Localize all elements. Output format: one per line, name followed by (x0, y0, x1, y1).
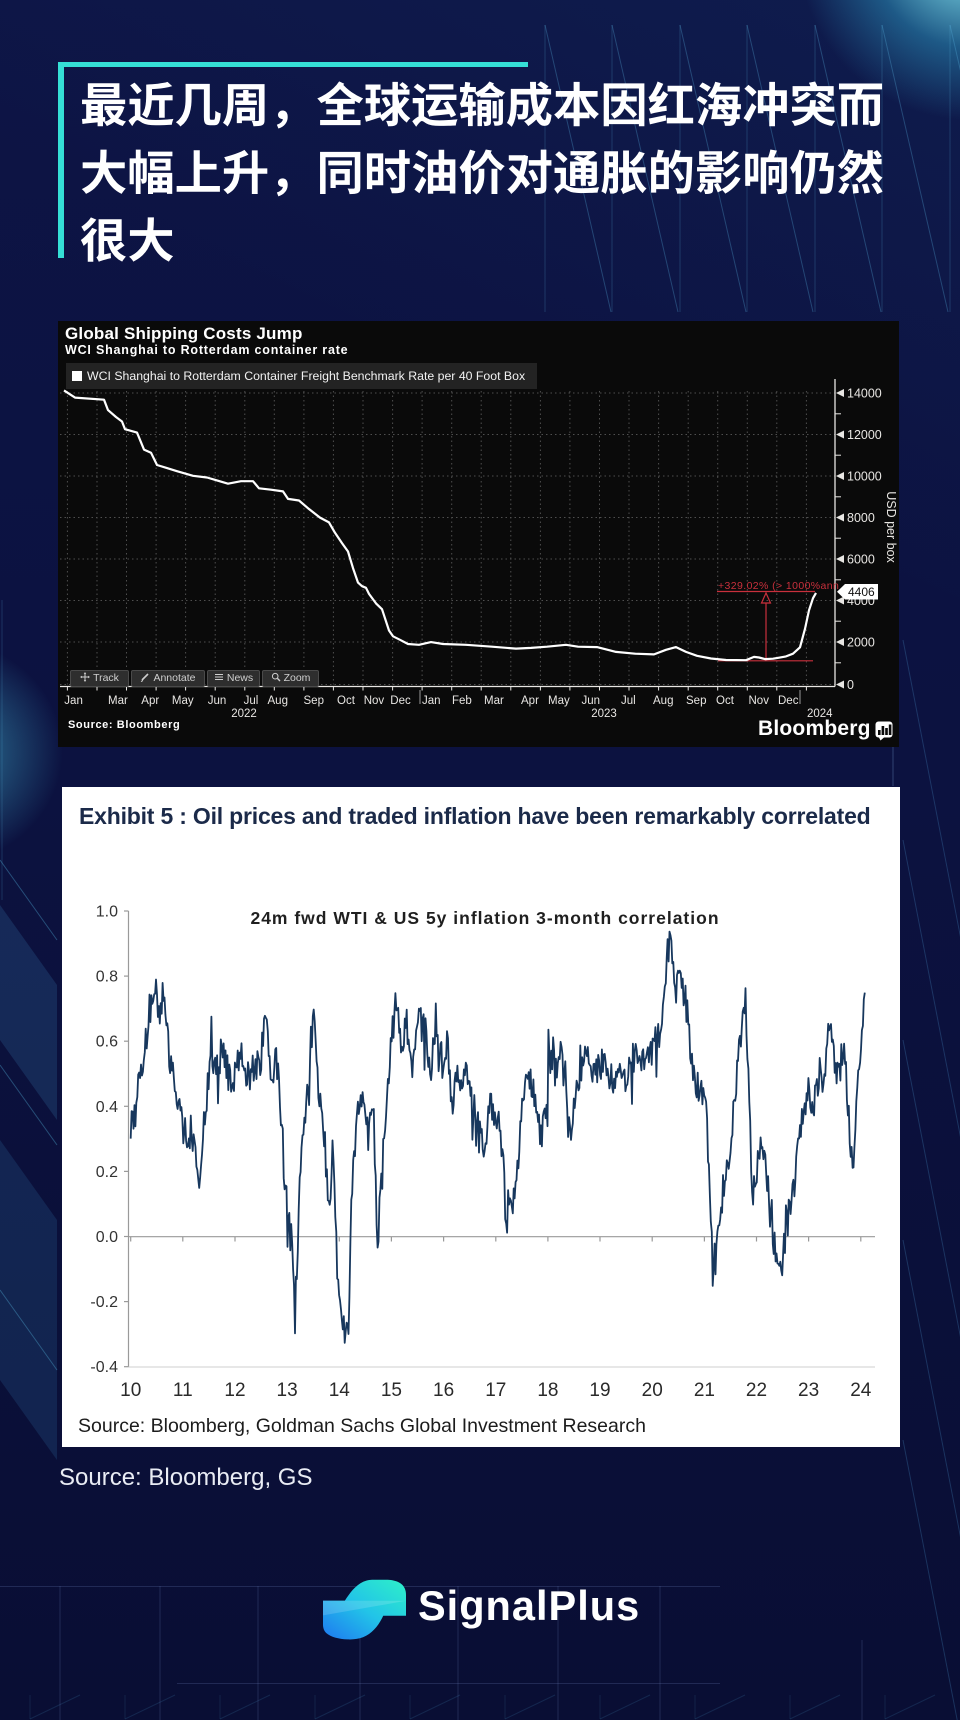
svg-text:11: 11 (173, 1380, 193, 1401)
svg-text:18: 18 (537, 1380, 558, 1401)
svg-text:Apr: Apr (521, 695, 539, 707)
svg-text:Jan: Jan (422, 695, 441, 707)
svg-text:0.4: 0.4 (96, 1099, 118, 1116)
svg-text:2024: 2024 (807, 708, 833, 720)
svg-text:Aug: Aug (653, 695, 673, 707)
svg-text:May: May (172, 695, 194, 707)
svg-text:10000: 10000 (847, 470, 882, 484)
svg-text:14000: 14000 (847, 387, 882, 401)
svg-text:Jun: Jun (582, 695, 601, 707)
svg-text:16: 16 (433, 1380, 454, 1401)
svg-text:Nov: Nov (364, 695, 385, 707)
svg-text:Mar: Mar (108, 695, 128, 707)
svg-text:19: 19 (589, 1380, 610, 1401)
svg-text:-0.2: -0.2 (90, 1294, 118, 1311)
svg-text:Jun: Jun (208, 695, 227, 707)
svg-text:8000: 8000 (847, 511, 875, 525)
svg-text:Jul: Jul (244, 695, 259, 707)
svg-text:Oct: Oct (337, 695, 356, 707)
svg-text:Oct: Oct (716, 695, 735, 707)
svg-text:24: 24 (850, 1380, 872, 1401)
svg-text:Apr: Apr (141, 695, 159, 707)
svg-text:2000: 2000 (847, 636, 875, 650)
svg-text:May: May (548, 695, 570, 707)
svg-text:6000: 6000 (847, 553, 875, 567)
svg-text:22: 22 (746, 1380, 767, 1401)
svg-text:20: 20 (642, 1380, 663, 1401)
svg-text:Jul: Jul (621, 695, 636, 707)
svg-text:Feb: Feb (452, 695, 472, 707)
svg-text:13: 13 (277, 1380, 298, 1401)
svg-text:Sep: Sep (304, 695, 324, 707)
svg-text:2023: 2023 (591, 708, 617, 720)
svg-text:14: 14 (329, 1380, 351, 1401)
svg-text:Dec: Dec (390, 695, 411, 707)
svg-text:USD per box: USD per box (884, 491, 898, 563)
svg-text:21: 21 (694, 1380, 715, 1401)
svg-text:1.0: 1.0 (96, 904, 118, 921)
svg-text:12: 12 (224, 1380, 245, 1401)
svg-text:-0.4: -0.4 (90, 1359, 118, 1376)
svg-text:0.6: 0.6 (96, 1034, 118, 1051)
svg-text:0.8: 0.8 (96, 969, 118, 986)
svg-text:23: 23 (798, 1380, 819, 1401)
svg-text:+329.02% (> 1000%ann: +329.02% (> 1000%ann (718, 580, 839, 592)
svg-text:12000: 12000 (847, 428, 882, 442)
svg-text:Nov: Nov (749, 695, 770, 707)
svg-text:Dec: Dec (778, 695, 799, 707)
svg-text:Sep: Sep (686, 695, 706, 707)
svg-text:0: 0 (847, 678, 854, 692)
svg-text:15: 15 (381, 1380, 402, 1401)
svg-text:2022: 2022 (231, 708, 257, 720)
svg-text:Jan: Jan (64, 695, 83, 707)
svg-text:24m fwd WTI & US 5y inflation: 24m fwd WTI & US 5y inflation 3-month co… (250, 908, 719, 928)
svg-text:10: 10 (120, 1380, 141, 1401)
svg-text:0.0: 0.0 (96, 1229, 118, 1246)
svg-text:17: 17 (485, 1380, 506, 1401)
svg-text:Aug: Aug (268, 695, 288, 707)
svg-text:4406: 4406 (848, 585, 875, 599)
svg-text:Mar: Mar (484, 695, 504, 707)
svg-text:0.2: 0.2 (96, 1164, 118, 1181)
